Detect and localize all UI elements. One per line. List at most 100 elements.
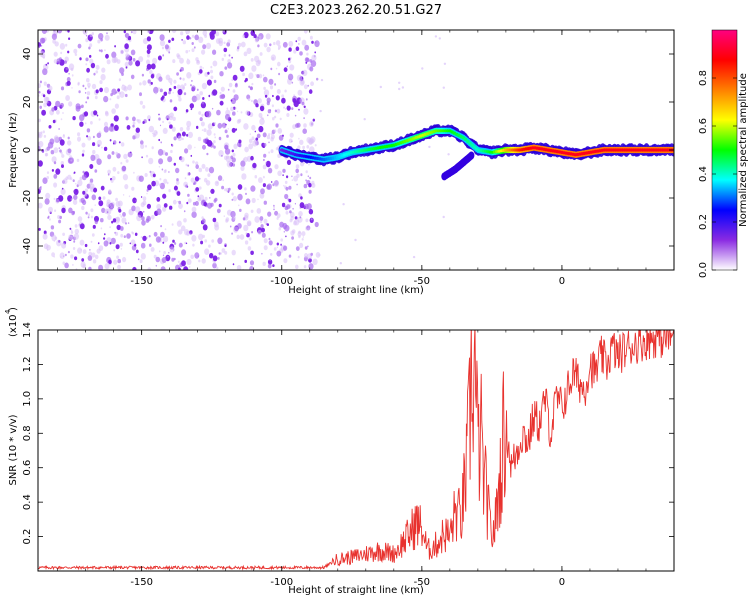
noise-dot — [38, 46, 41, 48]
noise-dot — [68, 207, 73, 214]
noise-dot — [103, 95, 109, 103]
noise-dot — [134, 232, 138, 236]
noise-dot — [310, 81, 314, 86]
noise-dot — [48, 85, 53, 92]
noise-dot — [209, 197, 211, 199]
noise-dot — [271, 181, 273, 183]
ridge-core — [468, 141, 472, 145]
noise-dot — [183, 92, 187, 96]
noise-dot — [270, 253, 273, 256]
noise-dot — [208, 244, 211, 248]
noise-dot — [105, 53, 109, 59]
noise-dot — [74, 53, 78, 56]
noise-dot — [59, 149, 62, 153]
noise-dot — [286, 105, 291, 111]
noise-dot — [303, 108, 309, 115]
noise-dot — [254, 175, 258, 179]
noise-dot — [225, 155, 232, 163]
noise-dot — [181, 137, 184, 141]
noise-dot — [146, 192, 148, 195]
noise-dot — [286, 65, 288, 68]
noise-dot — [177, 88, 183, 96]
noise-dot — [270, 137, 274, 142]
noise-dot — [146, 30, 151, 34]
noise-dot — [280, 243, 282, 246]
noise-dot — [51, 234, 57, 242]
noise-dot — [78, 90, 81, 94]
noise-dot — [68, 101, 73, 107]
noise-dot — [170, 82, 173, 86]
spectrogram-y-tick-label: 40 — [22, 48, 33, 61]
noise-dot — [185, 242, 188, 245]
noise-dot — [184, 148, 189, 154]
noise-dot — [123, 235, 126, 239]
noise-dot — [176, 191, 181, 196]
noise-dot — [299, 51, 303, 56]
noise-dot — [260, 220, 263, 224]
noise-dot — [53, 51, 58, 57]
noise-dot — [251, 197, 256, 204]
snr-y-tick-label: 0.6 — [22, 460, 33, 476]
noise-dot — [250, 250, 254, 255]
noise-dot — [285, 211, 289, 215]
noise-dot — [201, 129, 204, 132]
noise-dot — [54, 209, 57, 212]
noise-dot — [181, 249, 187, 256]
noise-dot — [100, 73, 106, 81]
noise-dot — [206, 152, 209, 156]
noise-dot — [148, 118, 151, 122]
noise-dot — [71, 74, 74, 77]
noise-dots — [38, 30, 450, 270]
noise-dot — [242, 217, 246, 221]
noise-dot — [75, 189, 78, 192]
noise-dot — [251, 231, 254, 234]
noise-dot — [52, 119, 56, 124]
noise-dot — [256, 208, 262, 214]
noise-dot — [125, 93, 128, 98]
noise-dot — [94, 215, 99, 223]
noise-dot — [201, 113, 204, 117]
noise-dot — [312, 118, 315, 122]
noise-dot — [202, 44, 207, 50]
noise-dot — [222, 30, 225, 33]
noise-dot — [307, 245, 309, 248]
noise-dot — [150, 63, 156, 70]
noise-dot — [218, 136, 222, 141]
noise-dot — [94, 95, 98, 100]
noise-dot — [157, 148, 164, 156]
noise-dot — [89, 33, 93, 38]
noise-dot — [125, 116, 129, 121]
noise-dot — [79, 57, 82, 61]
noise-dot — [130, 49, 136, 56]
noise-dot — [82, 249, 87, 255]
noise-dot — [198, 167, 203, 173]
noise-dot — [275, 95, 280, 101]
noise-dot — [178, 203, 183, 210]
noise-dot — [42, 233, 48, 240]
noise-dot — [212, 49, 217, 55]
noise-dot — [254, 37, 259, 43]
noise-dot — [298, 235, 301, 239]
noise-dot — [219, 91, 222, 95]
noise-dot — [70, 254, 74, 259]
noise-dot — [53, 161, 57, 165]
noise-dot — [219, 94, 223, 99]
noise-dot — [255, 103, 259, 108]
noise-dot — [46, 176, 49, 180]
noise-dot — [159, 124, 162, 127]
noise-dot — [186, 72, 192, 79]
noise-dot — [201, 218, 206, 224]
noise-dot — [82, 149, 85, 153]
noise-dot — [297, 89, 303, 96]
noise-dot — [147, 79, 151, 84]
noise-dot — [256, 74, 260, 79]
snr-multiplier-exponent: 4 — [4, 309, 12, 314]
noise-dot — [299, 242, 304, 248]
noise-dot — [204, 196, 208, 201]
noise-dot — [233, 226, 239, 233]
noise-dot — [171, 37, 175, 41]
noise-dot — [135, 127, 140, 133]
noise-dot — [45, 63, 48, 66]
noise-dot — [276, 108, 281, 114]
noise-dot — [163, 235, 169, 243]
